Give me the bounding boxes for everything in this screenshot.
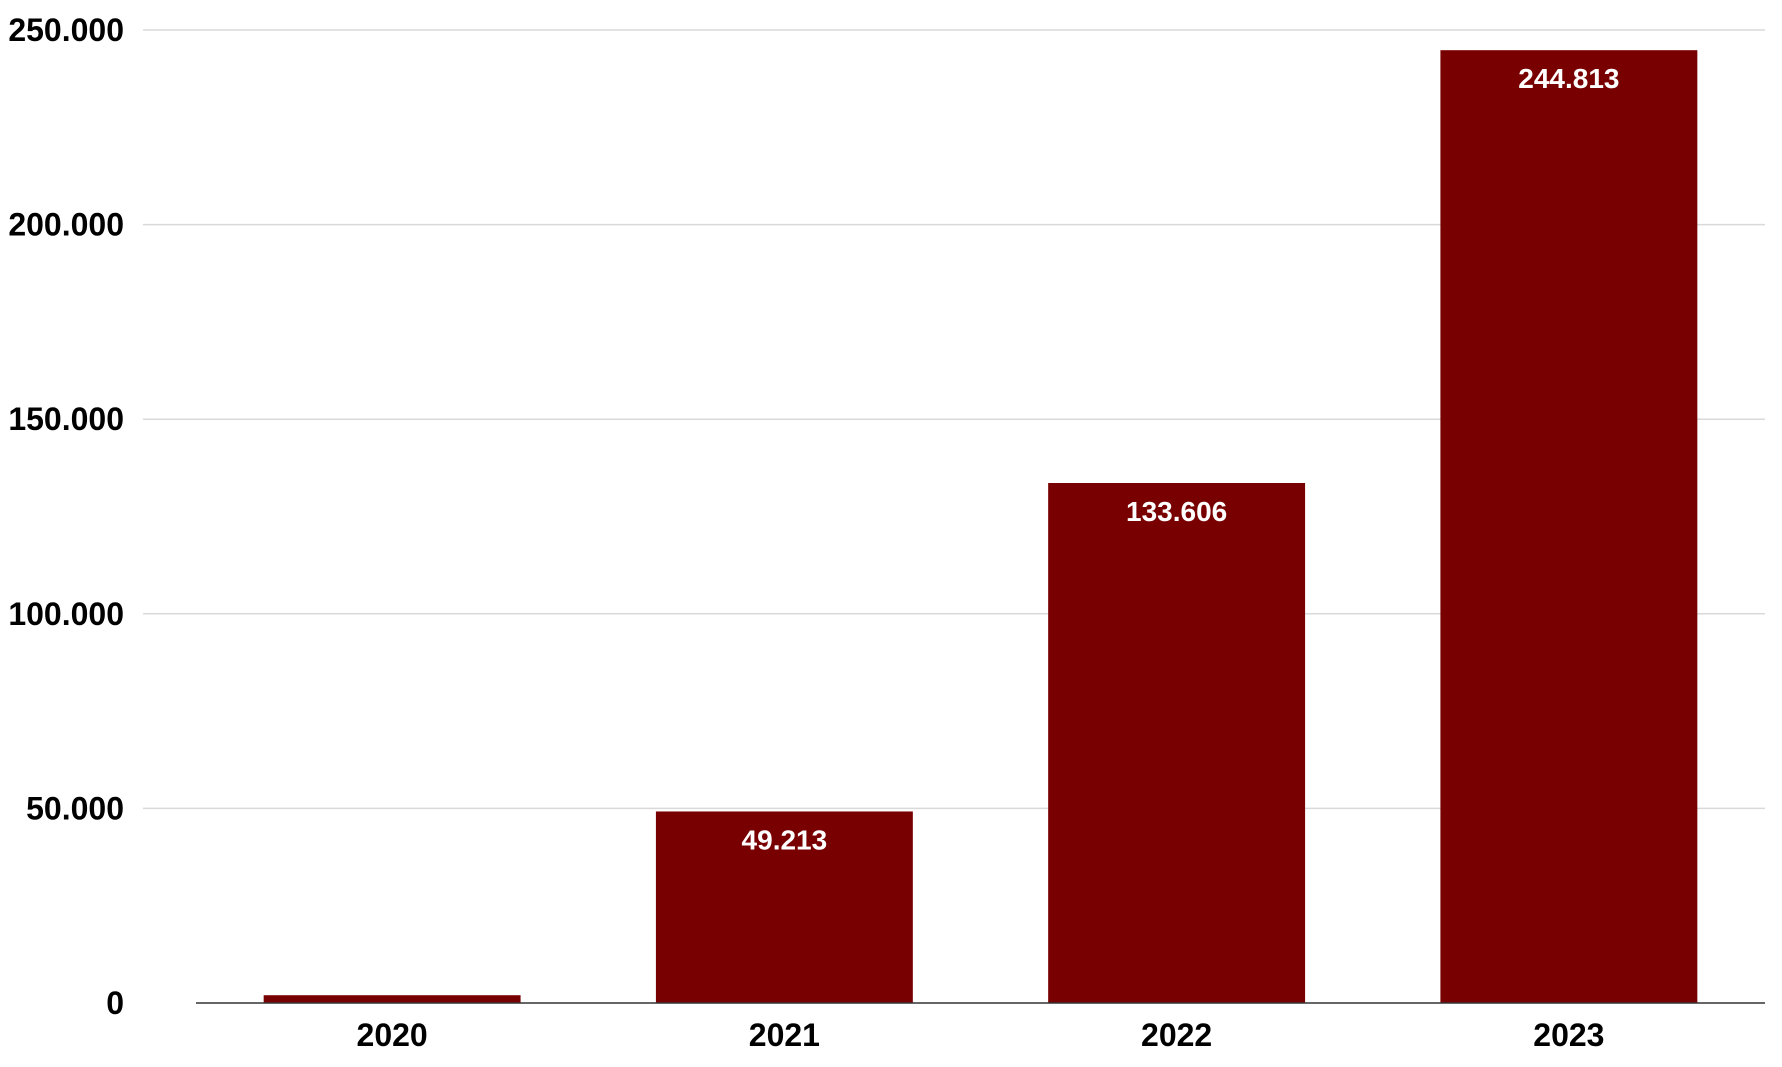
y-tick-label: 0 (106, 985, 124, 1021)
x-tick-label: 2020 (357, 1017, 428, 1053)
y-tick-label: 50.000 (26, 790, 124, 826)
y-tick-label: 150.000 (8, 401, 124, 437)
bar-2022 (1048, 483, 1306, 1003)
y-tick-label: 250.000 (8, 12, 124, 48)
x-tick-label: 2023 (1533, 1017, 1604, 1053)
y-axis-tick-labels: 0 50.000 100.000 150.000 200.000 250.000 (8, 12, 124, 1021)
x-tick-label: 2022 (1141, 1017, 1212, 1053)
bars (263, 50, 1698, 1003)
bar-data-labels: 49.213 133.606 244.813 (742, 63, 1620, 855)
x-tick-label: 2021 (749, 1017, 820, 1053)
y-tick-label: 100.000 (8, 596, 124, 632)
bar-2023 (1440, 50, 1698, 1003)
bar-2021 (655, 811, 913, 1003)
bar-2020 (263, 995, 521, 1003)
bar-data-label: 49.213 (742, 824, 828, 855)
x-axis-tick-labels: 2020 2021 2022 2023 (357, 1017, 1605, 1053)
bar-data-label: 244.813 (1518, 63, 1619, 94)
bar-data-label: 133.606 (1126, 496, 1227, 527)
y-tick-label: 200.000 (8, 207, 124, 243)
